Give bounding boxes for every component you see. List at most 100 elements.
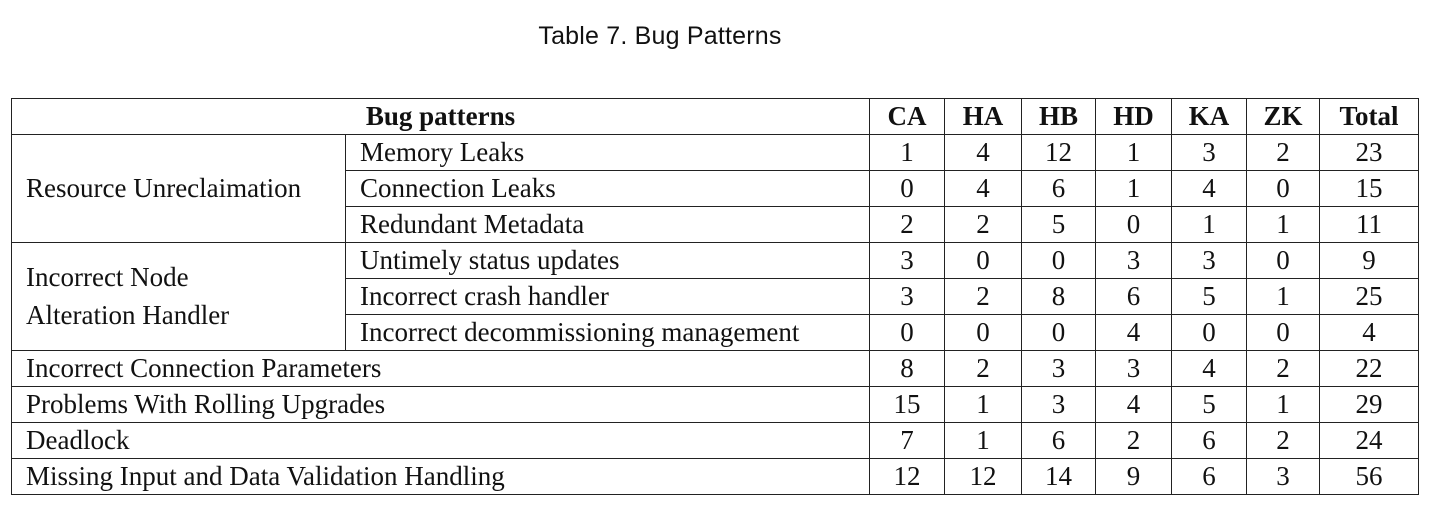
- cell-zk: 2: [1246, 350, 1321, 387]
- row-label: Incorrect Connection Parameters: [10, 350, 871, 387]
- bug-patterns-table: Bug patterns CA HA HB HD KA ZK Total Res…: [10, 98, 1420, 495]
- group-name-line-2: Alteration Handler: [26, 299, 230, 330]
- cell-zk: 1: [1246, 278, 1321, 315]
- cell-ca: 15: [869, 386, 946, 423]
- cell-total: 29: [1319, 386, 1420, 423]
- row-label: Problems With Rolling Upgrades: [10, 386, 871, 423]
- cell-ka: 0: [1171, 314, 1248, 351]
- cell-hb: 3: [1021, 350, 1097, 387]
- cell-hd: 0: [1095, 206, 1173, 243]
- cell-total: 56: [1319, 458, 1420, 495]
- row-label: Incorrect crash handler: [344, 278, 871, 315]
- cell-total: 22: [1319, 350, 1420, 387]
- header-row: Bug patterns CA HA HB HD KA ZK Total: [10, 98, 1420, 135]
- cell-ca: 12: [869, 458, 946, 495]
- cell-ka: 4: [1171, 170, 1248, 207]
- cell-ha: 0: [944, 242, 1023, 279]
- cell-hd: 4: [1095, 386, 1173, 423]
- cell-ha: 2: [944, 350, 1023, 387]
- cell-hd: 6: [1095, 278, 1173, 315]
- cell-ca: 1: [869, 134, 946, 171]
- cell-ka: 5: [1171, 278, 1248, 315]
- cell-ha: 1: [944, 422, 1023, 459]
- header-ka: KA: [1171, 98, 1248, 135]
- row-label: Missing Input and Data Validation Handli…: [10, 458, 871, 495]
- cell-zk: 3: [1246, 458, 1321, 495]
- cell-hd: 2: [1095, 422, 1173, 459]
- cell-zk: 1: [1246, 206, 1321, 243]
- cell-ka: 1: [1171, 206, 1248, 243]
- cell-total: 23: [1319, 134, 1420, 171]
- row-label: Connection Leaks: [344, 170, 871, 207]
- cell-hb: 0: [1021, 242, 1097, 279]
- cell-ka: 6: [1171, 422, 1248, 459]
- cell-hd: 1: [1095, 170, 1173, 207]
- cell-hb: 6: [1021, 170, 1097, 207]
- cell-total: 11: [1319, 206, 1420, 243]
- cell-zk: 0: [1246, 170, 1321, 207]
- group-incorrect-node-alteration-handler: Incorrect Node Alteration Handler: [11, 242, 346, 351]
- cell-ca: 0: [869, 314, 946, 351]
- cell-total: 15: [1319, 170, 1420, 207]
- cell-hb: 12: [1021, 134, 1097, 171]
- row-label: Incorrect decommissioning management: [344, 314, 871, 351]
- cell-zk: 0: [1246, 242, 1321, 279]
- table-row: Deadlock 7 1 6 2 6 2 24: [10, 422, 1420, 459]
- cell-total: 9: [1319, 242, 1420, 279]
- row-label: Untimely status updates: [344, 242, 871, 279]
- cell-hd: 4: [1095, 314, 1173, 351]
- cell-ca: 3: [869, 242, 946, 279]
- cell-hb: 5: [1021, 206, 1097, 243]
- cell-ka: 6: [1171, 458, 1248, 495]
- cell-ha: 0: [944, 314, 1023, 351]
- cell-hb: 3: [1021, 386, 1097, 423]
- header-hb: HB: [1021, 98, 1097, 135]
- header-bug-patterns: Bug patterns: [10, 98, 871, 135]
- cell-hd: 1: [1095, 134, 1173, 171]
- cell-ha: 12: [944, 458, 1023, 495]
- table-row: Incorrect Connection Parameters 8 2 3 3 …: [10, 350, 1420, 387]
- group-name-line-1: Incorrect Node: [26, 261, 189, 292]
- cell-ca: 2: [869, 206, 946, 243]
- cell-ca: 3: [869, 278, 946, 315]
- cell-ha: 1: [944, 386, 1023, 423]
- group-resource-unreclaimation: Resource Unreclaimation: [11, 134, 346, 243]
- table-row: Missing Input and Data Validation Handli…: [10, 458, 1420, 495]
- header-ha: HA: [944, 98, 1023, 135]
- cell-ka: 3: [1171, 242, 1248, 279]
- cell-ka: 5: [1171, 386, 1248, 423]
- cell-hd: 9: [1095, 458, 1173, 495]
- cell-total: 4: [1319, 314, 1420, 351]
- cell-ka: 4: [1171, 350, 1248, 387]
- table-row: Incorrect Node Alteration Handler Untimel…: [11, 242, 1420, 351]
- cell-ha: 4: [944, 170, 1023, 207]
- header-hd: HD: [1095, 98, 1173, 135]
- cell-ha: 4: [944, 134, 1023, 171]
- header-zk: ZK: [1246, 98, 1321, 135]
- cell-zk: 2: [1246, 422, 1321, 459]
- row-label: Deadlock: [10, 422, 871, 459]
- cell-ha: 2: [944, 206, 1023, 243]
- cell-ka: 3: [1171, 134, 1248, 171]
- cell-hb: 8: [1021, 278, 1097, 315]
- cell-ca: 0: [869, 170, 946, 207]
- cell-hd: 3: [1095, 242, 1173, 279]
- cell-ca: 7: [869, 422, 946, 459]
- table-caption: Table 7. Bug Patterns: [538, 22, 782, 50]
- table-row: Incorrect crash handler 3 2 8 6 5 1 25: [12, 278, 1420, 315]
- cell-zk: 1: [1246, 386, 1321, 423]
- row-label: Redundant Metadata: [344, 206, 871, 243]
- cell-total: 24: [1319, 422, 1420, 459]
- cell-total: 25: [1319, 278, 1420, 315]
- header-total: Total: [1319, 98, 1420, 135]
- cell-zk: 2: [1246, 134, 1321, 171]
- cell-ca: 8: [869, 350, 946, 387]
- table-row: Incorrect decommissioning management 0 0…: [12, 314, 1420, 351]
- header-ca: CA: [869, 98, 946, 135]
- table-row: Problems With Rolling Upgrades 15 1 3 4 …: [10, 386, 1420, 423]
- table-row: Connection Leaks 0 4 6 1 4 0 15: [12, 170, 1420, 207]
- cell-hb: 0: [1021, 314, 1097, 351]
- cell-hb: 6: [1021, 422, 1097, 459]
- cell-hd: 3: [1095, 350, 1173, 387]
- table-row: Resource Unreclaimation Memory Leaks 1 4…: [11, 134, 1420, 243]
